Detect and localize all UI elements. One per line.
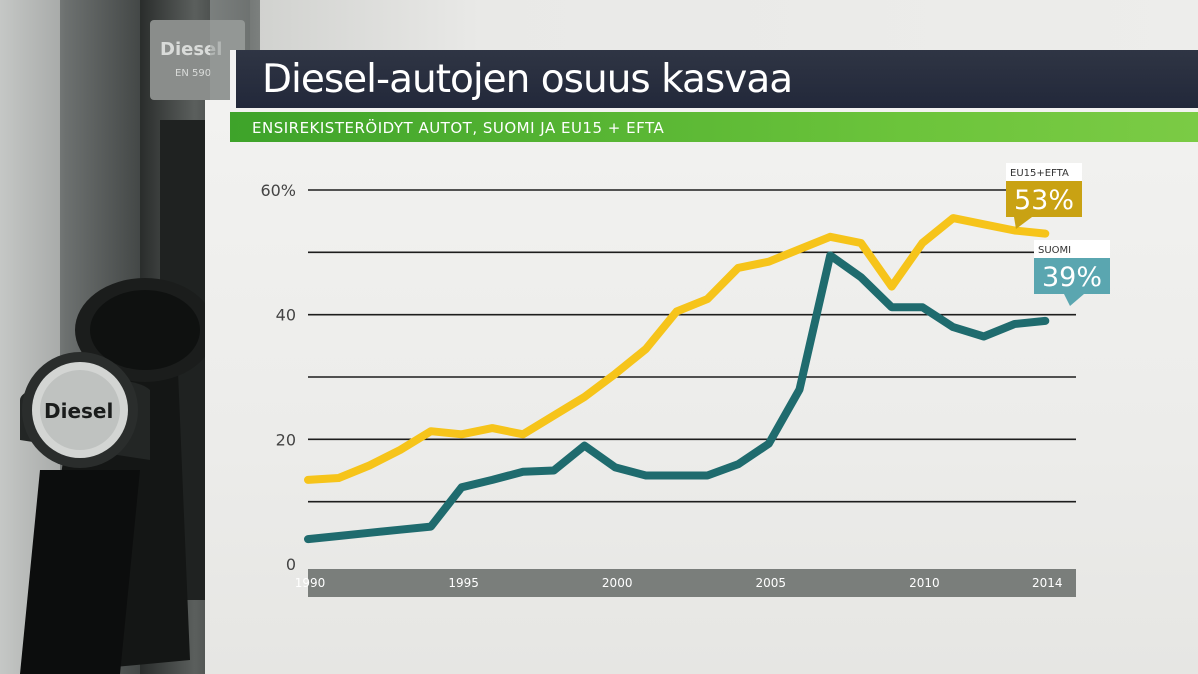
y-tick-label: 40 bbox=[276, 306, 296, 325]
suomi-callout-label: SUOMI bbox=[1038, 245, 1071, 256]
x-tick-label: 2000 bbox=[602, 576, 633, 590]
y-tick-label: 60% bbox=[260, 181, 296, 200]
x-tick-label: 1990 bbox=[295, 576, 326, 590]
eu-callout-value: 53% bbox=[1014, 185, 1074, 216]
x-tick-label: 2005 bbox=[756, 576, 787, 590]
x-tick-label: 1995 bbox=[448, 576, 479, 590]
suomi-callout-tail bbox=[1064, 294, 1084, 306]
chart-series bbox=[308, 218, 1045, 539]
suomi-callout: SUOMI 39% bbox=[1034, 240, 1110, 306]
x-axis-band bbox=[308, 569, 1076, 597]
chart-grid bbox=[308, 190, 1076, 502]
eu-callout-tail bbox=[1014, 217, 1032, 229]
series-line-eu bbox=[308, 218, 1045, 480]
suomi-callout-value: 39% bbox=[1042, 262, 1102, 293]
series-line-suomi bbox=[308, 255, 1045, 539]
x-tick-label: 2014 bbox=[1032, 576, 1063, 590]
eu-callout-label: EU15+EFTA bbox=[1010, 168, 1069, 179]
y-tick-label: 20 bbox=[276, 430, 296, 449]
eu-callout: EU15+EFTA 53% bbox=[1006, 163, 1082, 229]
y-tick-label: 0 bbox=[286, 555, 296, 574]
y-axis: 0 20 40 60% bbox=[260, 181, 296, 574]
x-tick-label: 2010 bbox=[909, 576, 940, 590]
